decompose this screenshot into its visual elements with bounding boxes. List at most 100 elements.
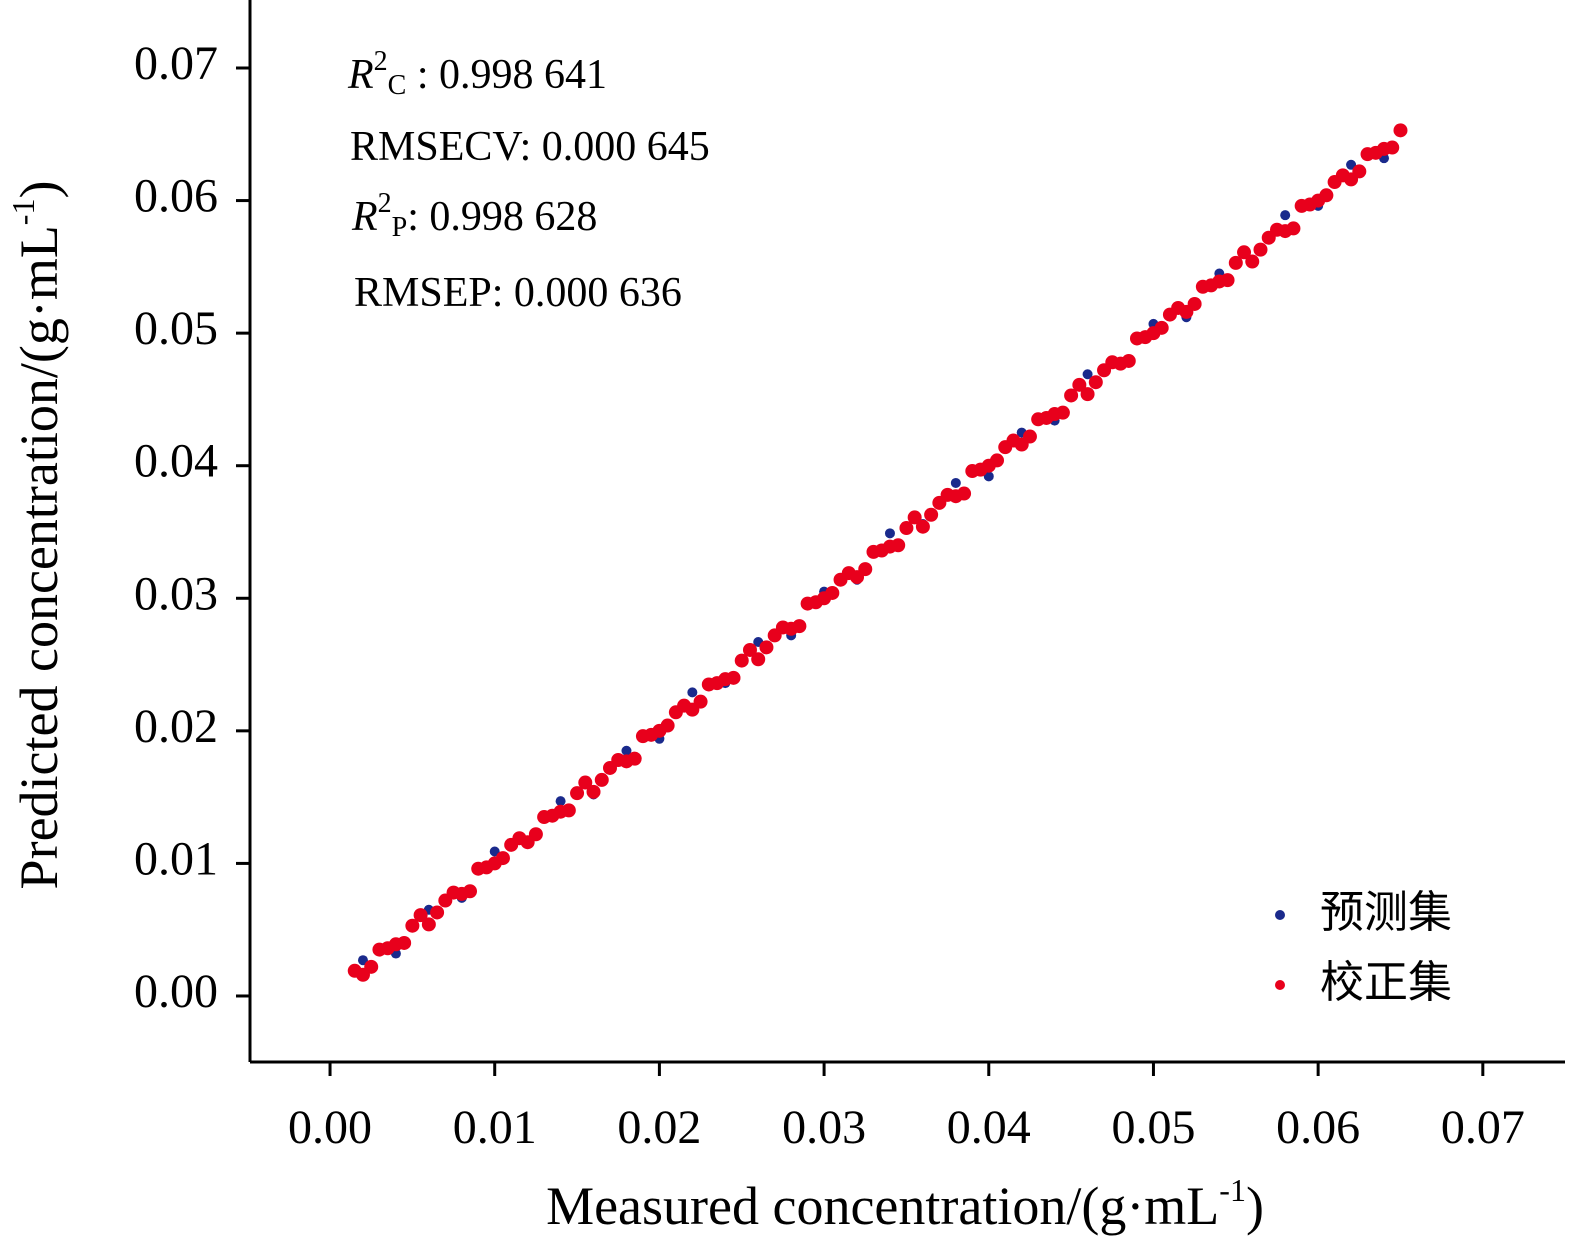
ylabel-sup: -1 <box>5 199 41 226</box>
xlabel-sup: -1 <box>1219 1172 1246 1208</box>
point <box>734 653 749 668</box>
point <box>742 642 757 657</box>
annotation: RMSECV: 0.000 645 <box>350 124 710 170</box>
annotation-symbol: R <box>351 194 378 240</box>
point <box>759 640 774 655</box>
x-tick-label: 0.00 <box>288 1101 372 1154</box>
point <box>1237 245 1252 260</box>
x-tick-label: 0.07 <box>1441 1101 1525 1154</box>
point <box>784 621 799 636</box>
ylabel: Predicted concentration/(g·mL-1) <box>5 181 69 890</box>
point <box>388 937 403 952</box>
point <box>983 471 994 482</box>
point <box>1082 369 1093 380</box>
point <box>1344 172 1359 187</box>
point <box>652 723 667 738</box>
point <box>687 687 698 698</box>
point <box>602 760 617 775</box>
point <box>1146 326 1161 341</box>
point <box>1280 210 1291 221</box>
y-tick-label: 0.03 <box>134 567 218 620</box>
point <box>924 507 939 522</box>
point <box>594 772 609 787</box>
point <box>1179 304 1194 319</box>
annotation-sup: 2 <box>374 46 388 77</box>
annotation-text: RMSECV: 0.000 645 <box>350 124 710 170</box>
point <box>1360 147 1375 162</box>
annotation: RMSEP: 0.000 636 <box>354 270 682 316</box>
point <box>1327 175 1342 190</box>
point <box>635 729 650 744</box>
point <box>718 672 733 687</box>
point <box>438 893 453 908</box>
point <box>668 705 683 720</box>
point <box>1047 407 1062 422</box>
point <box>1072 377 1087 392</box>
x-tick-label: 0.05 <box>1111 1101 1195 1154</box>
point <box>1346 159 1357 170</box>
annotation-text: : 0.998 641 <box>406 52 607 98</box>
point <box>767 628 782 643</box>
point <box>1377 141 1392 156</box>
x-tick-label: 0.04 <box>947 1101 1031 1154</box>
y-tick-label: 0.04 <box>134 435 218 488</box>
point <box>1212 274 1227 289</box>
point <box>1245 254 1260 269</box>
legend-marker <box>1275 980 1285 990</box>
annotation: R2P: 0.998 628 <box>351 188 597 243</box>
ylabel-text: Predicted concentration/(g·mL <box>9 225 69 889</box>
annotation-sub: C <box>388 70 407 101</box>
point <box>884 528 895 539</box>
point <box>981 458 996 473</box>
annotation-sub: P <box>392 212 408 243</box>
annotation-sup: 2 <box>378 188 392 219</box>
y-tick-label: 0.00 <box>134 965 218 1018</box>
point <box>487 856 502 871</box>
point <box>1031 412 1046 427</box>
point <box>372 942 387 957</box>
point <box>413 908 428 923</box>
x-tick-label: 0.01 <box>453 1101 537 1154</box>
point <box>817 591 832 606</box>
legend-label: 校正集 <box>1320 957 1452 1008</box>
point <box>915 519 930 534</box>
point <box>850 570 865 585</box>
point <box>1088 375 1103 390</box>
point <box>950 477 961 488</box>
point <box>1113 356 1128 371</box>
annotation: R2C : 0.998 641 <box>347 46 607 101</box>
x-tick-label: 0.03 <box>782 1101 866 1154</box>
point <box>1253 242 1268 257</box>
point <box>1228 255 1243 270</box>
point <box>932 495 947 510</box>
point <box>907 510 922 525</box>
point <box>578 775 593 790</box>
point <box>586 784 601 799</box>
point <box>866 544 881 559</box>
annotation-symbol: R <box>347 52 374 98</box>
point <box>1064 388 1079 403</box>
point <box>1294 198 1309 213</box>
x-tick-label: 0.02 <box>617 1101 701 1154</box>
point <box>471 861 486 876</box>
xlabel-text: Measured concentration/(g·mL <box>546 1176 1219 1236</box>
point <box>355 967 370 982</box>
y-tick-label: 0.07 <box>134 37 218 90</box>
point <box>882 539 897 554</box>
point <box>1278 224 1293 239</box>
point <box>1195 279 1210 294</box>
xlabel: Measured concentration/(g·mL-1) <box>546 1172 1264 1236</box>
point <box>537 810 552 825</box>
point <box>685 702 700 717</box>
y-tick-label: 0.05 <box>134 302 218 355</box>
point <box>751 652 766 667</box>
point <box>619 754 634 769</box>
point <box>454 886 469 901</box>
point <box>1393 123 1408 138</box>
point <box>430 905 445 920</box>
legend-marker <box>1275 910 1285 920</box>
annotation-text: : 0.998 628 <box>407 194 597 240</box>
annotation-text: RMSEP: 0.000 636 <box>354 270 682 316</box>
point <box>1129 331 1144 346</box>
